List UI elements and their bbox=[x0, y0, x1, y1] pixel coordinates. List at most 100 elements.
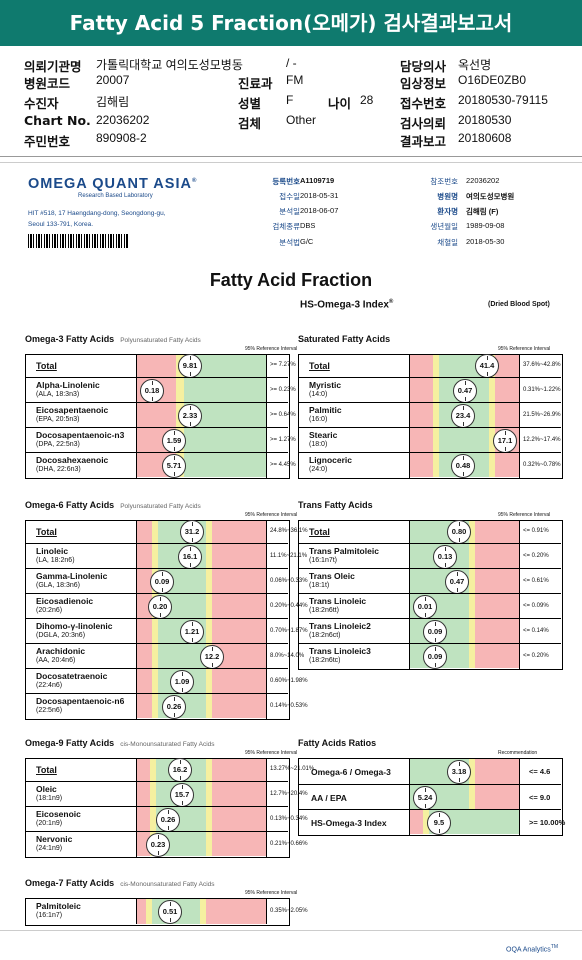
lab-logo: OMEGA QUANT ASIA® bbox=[28, 176, 197, 192]
meta-key: 접수일 bbox=[279, 192, 300, 201]
results-table: Total 0.80 <= 0.91% Trans Palmitoleic (16:1n… bbox=[298, 520, 563, 670]
analyte-name-text: Total bbox=[309, 527, 330, 537]
reference-band bbox=[495, 378, 519, 402]
result-row: HS-Omega-3 Index 9.5 >= 10.00% bbox=[299, 809, 565, 835]
analyte-code: (18:1n9) bbox=[36, 795, 63, 802]
column-divider bbox=[266, 428, 267, 453]
reference-interval-header: 95% Reference Interval bbox=[498, 346, 551, 352]
reference-band bbox=[469, 644, 475, 668]
analyte-code: (18:2n6tc) bbox=[309, 657, 341, 664]
report-subtitle: HS-Omega-3 Index® bbox=[300, 299, 393, 310]
info-key: 임상정보 bbox=[400, 76, 447, 91]
column-divider bbox=[409, 785, 410, 810]
reference-value: 0.14%~0.53% bbox=[270, 702, 308, 709]
reference-value: 0.06%~0.33% bbox=[270, 577, 308, 584]
result-value-marker: 0.13 bbox=[433, 544, 457, 569]
analyte-name-text: Total bbox=[36, 765, 57, 775]
analyte-code: (GLA, 18:3n6) bbox=[36, 582, 80, 589]
column-divider bbox=[409, 759, 410, 784]
column-divider bbox=[409, 378, 410, 403]
analyte-name-text: Eicosapentaenoic bbox=[36, 405, 109, 415]
analyte-code: (20:2n6) bbox=[36, 607, 63, 614]
column-divider bbox=[266, 694, 267, 719]
analyte-name: Nervonic (24:1n9) bbox=[36, 834, 72, 854]
info-key: 성별 bbox=[238, 96, 262, 111]
reference-value: 13.27%~21.01% bbox=[270, 766, 315, 772]
reference-band bbox=[433, 355, 439, 377]
info-key: 수진자 bbox=[24, 96, 59, 111]
column-divider bbox=[409, 453, 410, 478]
analyte-name: Total bbox=[309, 361, 330, 371]
analyte-code: (DPA, 22:5n3) bbox=[36, 441, 80, 448]
info-value: O16DE0ZB0 bbox=[458, 73, 527, 87]
analyte-code: (24:0) bbox=[309, 466, 328, 473]
column-divider bbox=[519, 428, 520, 453]
reference-value: 12.7%~20.4% bbox=[270, 790, 308, 797]
reference-value: >= 0.23% bbox=[270, 386, 296, 393]
analyte-code: (24:1n9) bbox=[36, 845, 63, 852]
analyte-name: HS-Omega-3 Index bbox=[311, 818, 387, 828]
reference-band bbox=[475, 759, 519, 784]
reference-band bbox=[409, 428, 433, 452]
result-value-marker: 16.1 bbox=[178, 544, 202, 569]
reference-band bbox=[212, 569, 266, 593]
analyte-name-text: Trans Linoleic2 bbox=[309, 621, 371, 631]
analyte-name-text: Linoleic bbox=[36, 546, 69, 556]
footer-divider bbox=[0, 930, 582, 931]
reference-band bbox=[475, 569, 519, 593]
analyte-name-text: Docosatetraenoic bbox=[36, 671, 108, 681]
reference-band bbox=[206, 669, 212, 693]
info-value: 20180530 bbox=[458, 113, 512, 127]
info-key: Chart No. bbox=[24, 113, 91, 128]
column-divider bbox=[409, 594, 410, 619]
result-value-marker: 16.2 bbox=[168, 758, 192, 782]
info-key: 접수번호 bbox=[400, 96, 447, 111]
analyte-name-text: Oleic bbox=[36, 784, 57, 794]
reference-value: <= 0.09% bbox=[523, 602, 549, 609]
column-divider bbox=[136, 669, 137, 694]
info-value: 28 bbox=[360, 93, 374, 107]
analyte-code: (LA, 18:2n6) bbox=[36, 557, 75, 564]
column-divider bbox=[266, 669, 267, 694]
lab-logo-text: OMEGA QUANT ASIA bbox=[28, 176, 192, 192]
analyte-name-text: Total bbox=[309, 361, 330, 371]
reference-band bbox=[433, 428, 439, 452]
analyte-name-text: Lignoceric bbox=[309, 455, 352, 465]
info-value: 890908-2 bbox=[96, 131, 147, 145]
reference-band bbox=[475, 644, 519, 668]
results-table: Total 16.2 13.27%~21.01% Oleic (18:1n9) 15.7 1… bbox=[25, 758, 314, 858]
reference-band bbox=[469, 544, 475, 568]
reference-band bbox=[409, 355, 433, 377]
result-value-marker: 0.23 bbox=[146, 832, 170, 857]
info-key: 의뢰기관명 bbox=[24, 59, 82, 74]
result-value-marker: 23.4 bbox=[451, 403, 475, 428]
info-key: 검사의뢰 bbox=[400, 116, 447, 131]
reference-band bbox=[150, 782, 156, 806]
meta-value: DBS bbox=[300, 221, 316, 230]
footer-brand: OQA AnalyticsTM bbox=[506, 944, 558, 953]
reference-band bbox=[158, 644, 206, 668]
result-row: Total 31.2 24.8%~36.1% bbox=[26, 520, 308, 544]
meta-value: 2018-06-07 bbox=[300, 206, 339, 215]
reference-band bbox=[433, 453, 439, 477]
column-divider bbox=[266, 569, 267, 594]
reference-band bbox=[212, 807, 266, 831]
reference-band bbox=[136, 544, 152, 568]
report-banner-title: Fatty Acid 5 Fraction(오메가) 검사결과보고서 bbox=[69, 11, 513, 35]
reference-value: 0.70%~1.87% bbox=[270, 627, 308, 634]
analyte-name: Total bbox=[36, 361, 57, 371]
info-value: Other bbox=[286, 113, 317, 127]
info-key: 나이 bbox=[328, 96, 352, 111]
column-divider bbox=[409, 544, 410, 569]
reference-band bbox=[212, 544, 266, 568]
column-divider bbox=[519, 453, 520, 478]
panel-title: Omega-6 Fatty Acids Polyunsaturated Fatty… bbox=[25, 500, 201, 510]
analyte-name-text: Palmitic bbox=[309, 405, 342, 415]
reference-band bbox=[212, 669, 266, 693]
reference-value: 11.1%~21.1% bbox=[270, 552, 308, 559]
results-table: Total 41.4 37.6%~42.8% Myristic (14:0) 0.47 0.… bbox=[298, 354, 563, 479]
reference-band bbox=[475, 619, 519, 643]
reference-value: <= 9.0 bbox=[529, 792, 551, 802]
column-divider bbox=[136, 521, 137, 543]
reference-value: <= 0.20% bbox=[523, 552, 549, 559]
